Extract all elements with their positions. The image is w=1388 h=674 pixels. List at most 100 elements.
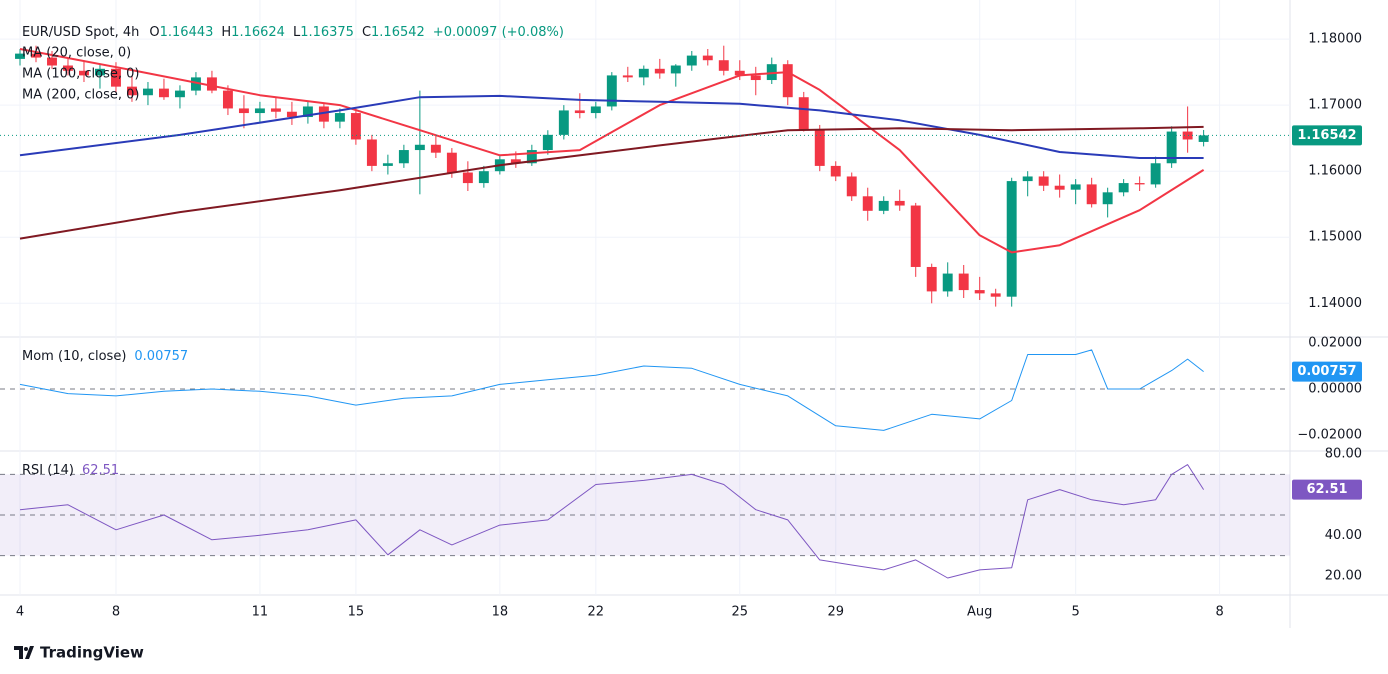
- candle-body: [206, 77, 217, 91]
- y-tick-label: 1.14000: [1308, 296, 1362, 311]
- candle-body: [302, 106, 313, 118]
- candle-body: [366, 139, 377, 166]
- line: [19, 464, 1205, 579]
- line: [19, 48, 1205, 254]
- candle-body: [638, 68, 649, 78]
- tv-logo: [14, 646, 34, 659]
- x-tick-label: 8: [112, 605, 120, 620]
- x-tick-label: 11: [252, 605, 269, 620]
- candle-body: [1102, 192, 1113, 205]
- x-tick-label: 22: [588, 605, 605, 620]
- value-badge: [1292, 125, 1362, 146]
- candle-body: [942, 273, 953, 292]
- candle-body: [270, 108, 281, 112]
- candle-body: [398, 150, 409, 164]
- candle-body: [286, 111, 297, 118]
- ohlc-value: 1.16375: [300, 25, 354, 40]
- candle-body: [686, 55, 697, 66]
- y-tick-label: 1.18000: [1308, 32, 1362, 47]
- candle-body: [846, 176, 857, 197]
- y-tick-label: 80.00: [1325, 447, 1362, 462]
- change: +0.00097 (+0.08%): [433, 25, 564, 40]
- x-tick-label: 8: [1215, 605, 1223, 620]
- candle-body: [654, 68, 665, 74]
- candle-body: [63, 65, 73, 71]
- candle-body: [574, 110, 585, 114]
- candle-body: [782, 64, 793, 98]
- value-badge: [1292, 361, 1362, 382]
- indicator-value: 62.51: [82, 463, 119, 478]
- candle-body: [878, 200, 889, 211]
- candle-body: [926, 266, 937, 292]
- candle-body: [1022, 176, 1033, 182]
- value-badge-label: 1.16542: [1297, 128, 1356, 143]
- candle-body: [558, 110, 569, 135]
- y-tick-label: 1.16000: [1308, 164, 1362, 179]
- candle-body: [590, 106, 601, 114]
- candle-body: [830, 165, 841, 177]
- candle-body: [31, 53, 41, 58]
- x-tick-label: 25: [731, 605, 748, 620]
- candle-body: [910, 205, 921, 267]
- candle-body: [958, 273, 969, 291]
- candle-body: [238, 108, 249, 114]
- ohlc-label: C: [362, 25, 371, 40]
- candle-body: [1166, 131, 1177, 164]
- candle-body: [446, 152, 457, 173]
- ohlc-value: 1.16542: [371, 25, 425, 40]
- candle-body: [990, 293, 1001, 297]
- candle-body: [174, 90, 185, 98]
- y-tick-label: 20.00: [1325, 568, 1362, 583]
- value-badge: [1292, 479, 1362, 500]
- legend-entry: MA (200, close, 0): [22, 88, 139, 103]
- indicator-name: RSI (14): [22, 463, 74, 478]
- candle-body: [95, 68, 105, 76]
- value-badge-label: 62.51: [1306, 482, 1347, 497]
- line: [19, 125, 1204, 240]
- candle-body: [814, 130, 825, 166]
- candle-body: [718, 60, 729, 71]
- indicator-value: 0.00757: [134, 349, 188, 364]
- candle-body: [1054, 185, 1065, 190]
- candle-body: [622, 75, 633, 78]
- y-tick-label: 0.02000: [1308, 335, 1362, 350]
- candle-body: [414, 144, 425, 151]
- candle-body: [350, 113, 361, 140]
- y-tick-label: 1.15000: [1308, 230, 1362, 245]
- candle-body: [862, 196, 873, 211]
- candle-body: [750, 75, 761, 81]
- legend-entry: MA (20, close, 0): [22, 46, 131, 61]
- candle-body: [766, 64, 777, 81]
- x-tick-label: 29: [827, 605, 844, 620]
- ohlc-label: O: [149, 25, 159, 40]
- candle-body: [1150, 163, 1161, 185]
- y-tick-label: 40.00: [1325, 528, 1362, 543]
- candle-body: [158, 88, 169, 98]
- candle-body: [1134, 183, 1145, 185]
- y-tick-label: 1.17000: [1308, 98, 1362, 113]
- ohlc-label: L: [293, 25, 301, 40]
- ohlc-value: 1.16624: [231, 25, 285, 40]
- candle-body: [526, 150, 537, 164]
- x-tick-label: 18: [492, 605, 509, 620]
- indicator-name: Mom (10, close): [22, 349, 126, 364]
- candle-body: [382, 163, 393, 166]
- candle-body: [702, 55, 713, 61]
- candle-body: [1086, 184, 1097, 205]
- candle-body: [1070, 184, 1081, 190]
- candle-body: [222, 90, 233, 109]
- line: [19, 94, 1204, 159]
- candle-body: [318, 106, 329, 122]
- candle-body: [798, 97, 809, 131]
- candle-body: [734, 70, 745, 76]
- candle-body: [430, 144, 441, 153]
- candle-body: [510, 159, 521, 164]
- candle-body: [111, 68, 121, 87]
- y-tick-label: 0.00000: [1308, 382, 1362, 397]
- candle-body: [478, 171, 489, 184]
- value-badge-label: 0.00757: [1297, 364, 1356, 379]
- ohlc-value: 1.16443: [160, 25, 214, 40]
- candle-body: [606, 75, 617, 107]
- footer-brand: TradingView: [40, 644, 144, 662]
